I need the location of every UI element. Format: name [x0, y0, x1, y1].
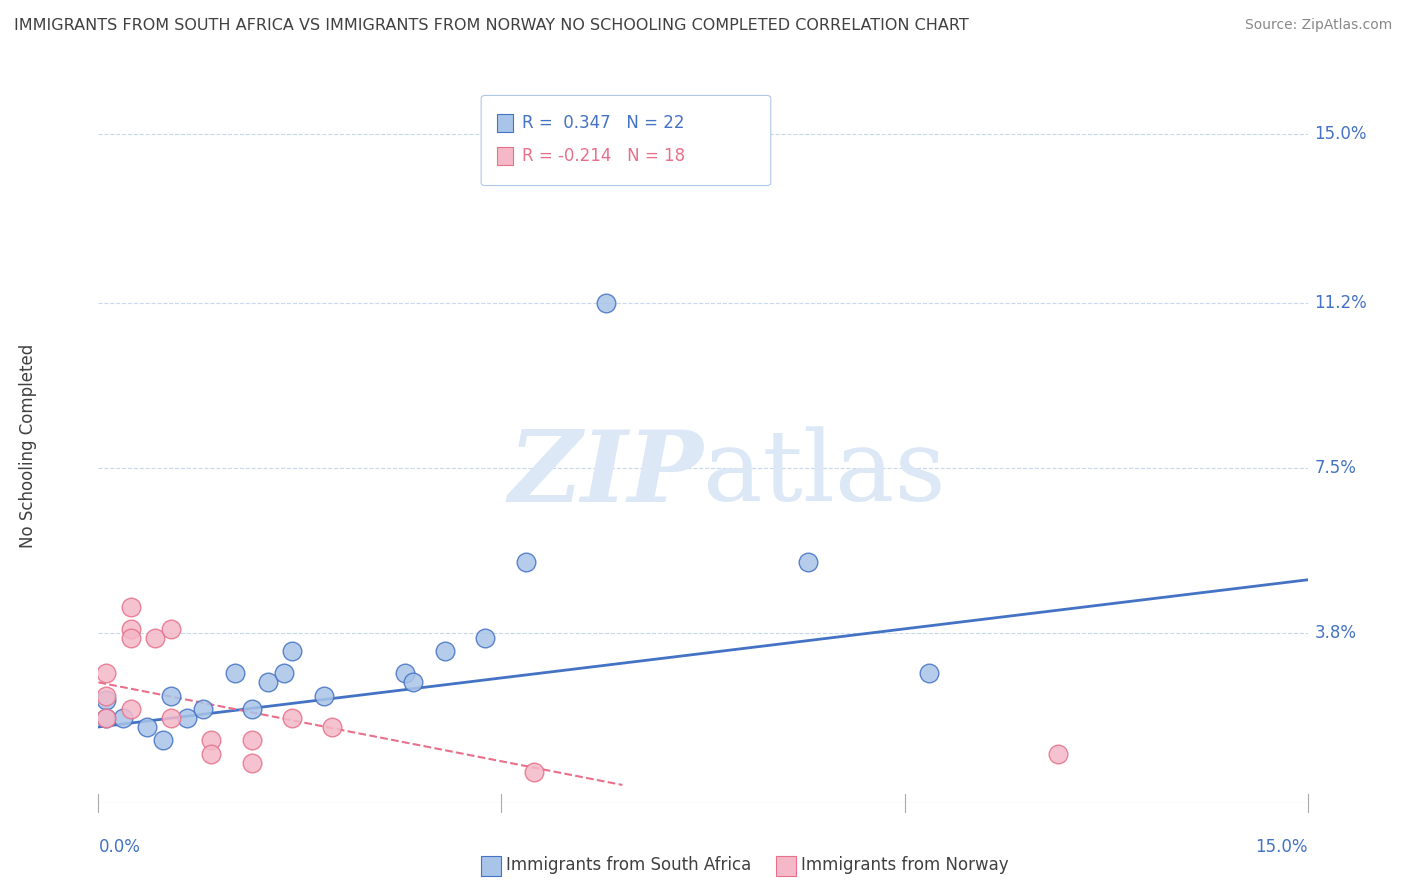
Point: [152, 733, 174, 747]
Point: [160, 622, 183, 636]
Point: [160, 711, 183, 725]
Point: [1046, 747, 1069, 761]
Point: [200, 747, 222, 761]
Point: [160, 689, 183, 703]
Text: ZIP: ZIP: [508, 426, 703, 523]
Text: IMMIGRANTS FROM SOUTH AFRICA VS IMMIGRANTS FROM NORWAY NO SCHOOLING COMPLETED CO: IMMIGRANTS FROM SOUTH AFRICA VS IMMIGRAN…: [14, 18, 969, 33]
Point: [281, 644, 304, 658]
Point: [394, 666, 416, 681]
Point: [120, 702, 142, 716]
Point: [120, 599, 142, 614]
Point: [96, 711, 118, 725]
Point: [143, 631, 166, 645]
Point: [402, 675, 425, 690]
Point: [281, 711, 304, 725]
Text: Immigrants from Norway: Immigrants from Norway: [801, 856, 1010, 874]
Point: [176, 711, 198, 725]
Point: [111, 711, 134, 725]
Text: 0.0%: 0.0%: [98, 838, 141, 856]
Point: [240, 702, 263, 716]
Point: [120, 622, 142, 636]
Text: 7.5%: 7.5%: [1315, 459, 1357, 477]
Point: [96, 693, 118, 707]
Text: Source: ZipAtlas.com: Source: ZipAtlas.com: [1244, 18, 1392, 32]
Point: [515, 555, 537, 569]
Text: No Schooling Completed: No Schooling Completed: [20, 344, 37, 548]
Text: 3.8%: 3.8%: [1315, 624, 1357, 642]
Point: [474, 631, 496, 645]
Point: [96, 666, 118, 681]
Point: [256, 675, 278, 690]
Text: 15.0%: 15.0%: [1315, 125, 1367, 143]
Point: [321, 720, 343, 734]
Text: 15.0%: 15.0%: [1256, 838, 1308, 856]
Point: [523, 764, 546, 779]
Point: [595, 296, 617, 310]
Point: [200, 733, 222, 747]
Point: [240, 756, 263, 770]
Point: [240, 733, 263, 747]
Point: [797, 555, 820, 569]
Text: Immigrants from South Africa: Immigrants from South Africa: [506, 856, 751, 874]
Point: [96, 711, 118, 725]
Text: 11.2%: 11.2%: [1315, 294, 1368, 312]
Point: [314, 689, 336, 703]
Point: [434, 644, 457, 658]
Point: [193, 702, 215, 716]
Point: [135, 720, 157, 734]
Text: R =  0.347   N = 22: R = 0.347 N = 22: [522, 114, 685, 132]
Point: [273, 666, 295, 681]
Point: [918, 666, 941, 681]
Text: atlas: atlas: [703, 426, 946, 523]
Point: [120, 631, 142, 645]
Text: R = -0.214   N = 18: R = -0.214 N = 18: [522, 147, 685, 165]
Point: [96, 689, 118, 703]
Point: [224, 666, 246, 681]
